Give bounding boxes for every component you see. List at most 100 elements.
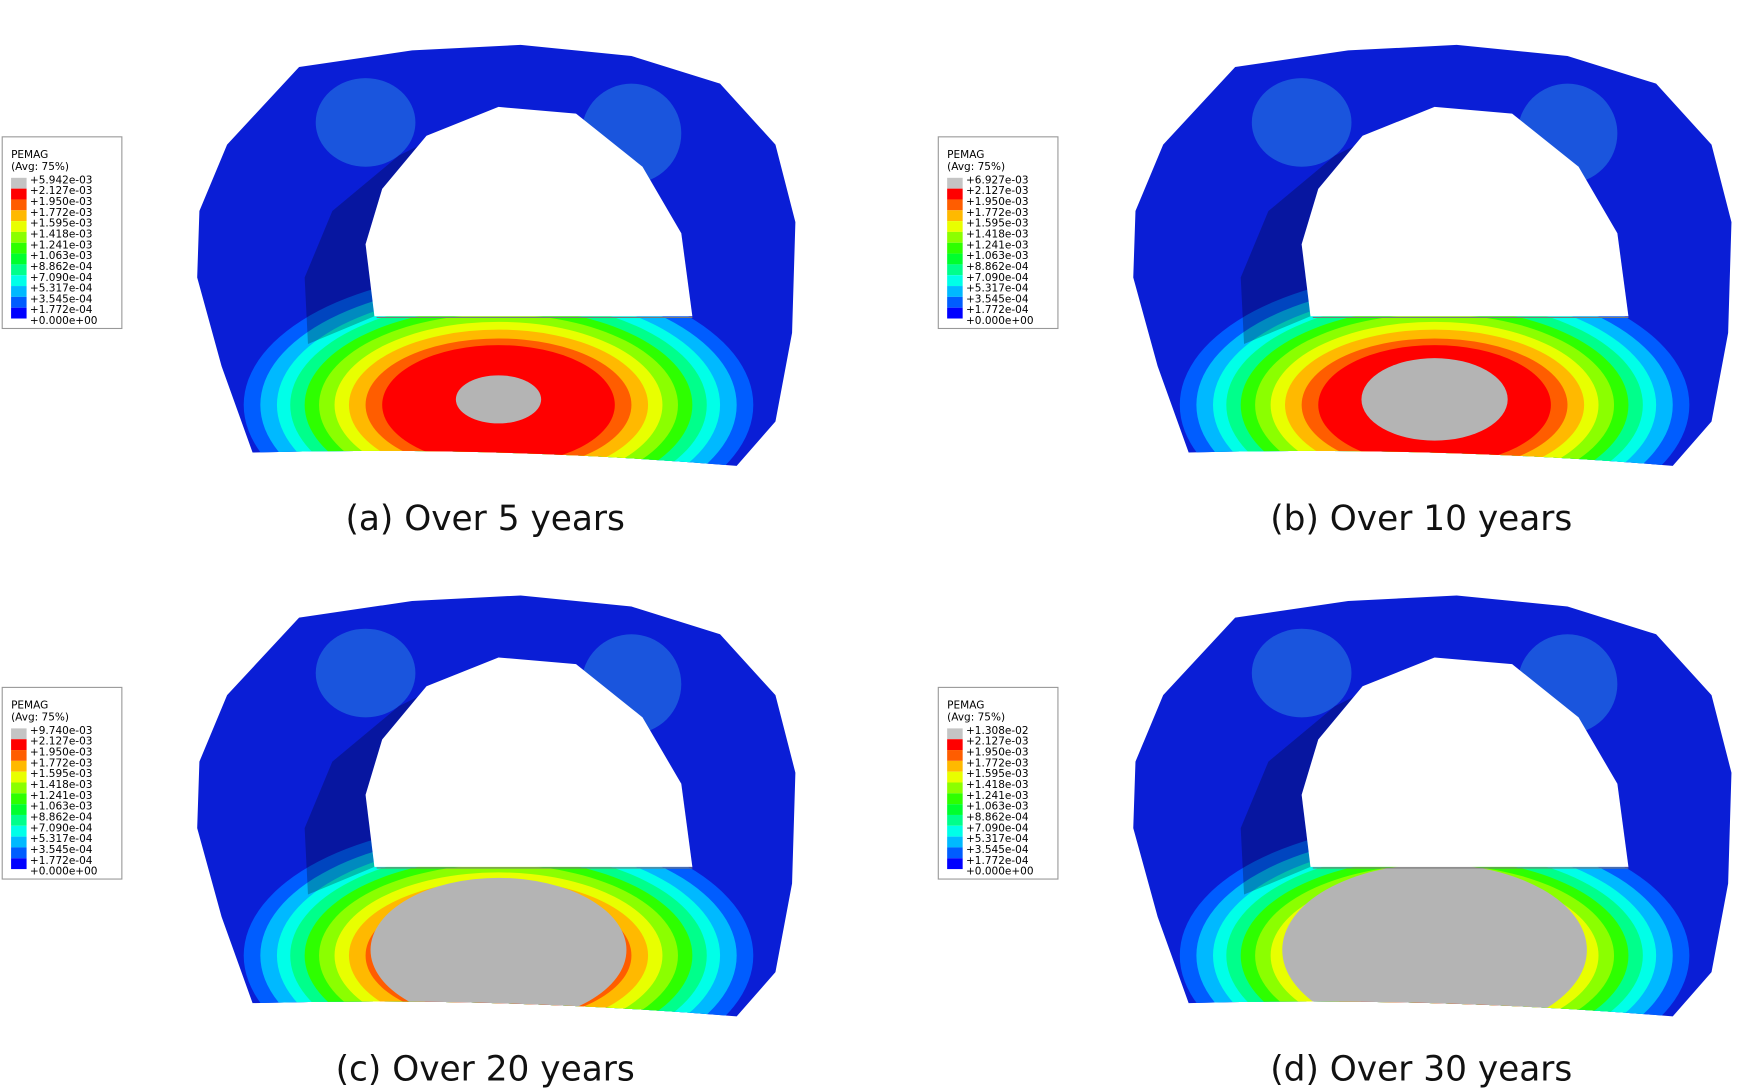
tunnel-wall bbox=[1240, 106, 1435, 344]
legend-label: +0.000e+00 bbox=[30, 866, 98, 878]
tunnel-wall bbox=[1240, 657, 1435, 895]
legend-swatch bbox=[11, 858, 27, 870]
plastic-zone bbox=[1361, 358, 1508, 441]
model bbox=[197, 44, 796, 466]
legend-swatch bbox=[11, 296, 27, 308]
legend-swatch bbox=[11, 177, 27, 189]
legend-swatch bbox=[11, 242, 27, 254]
legend-label: +6.927e-03 bbox=[966, 174, 1029, 186]
tunnel-wall bbox=[304, 106, 499, 344]
legend-subtitle: (Avg: 75%) bbox=[11, 161, 69, 173]
legend-swatch bbox=[947, 253, 963, 265]
legend-label: +2.127e-03 bbox=[966, 185, 1029, 197]
legend-swatch bbox=[11, 814, 27, 826]
legend-label: +1.418e-03 bbox=[30, 228, 93, 240]
legend-subtitle: (Avg: 75%) bbox=[947, 161, 1005, 173]
legend-label: +1.772e-04 bbox=[966, 855, 1029, 867]
legend-swatch bbox=[947, 275, 963, 287]
legend-label: +2.127e-03 bbox=[30, 736, 93, 748]
panel: PEMAG(Avg: 75%)+9.740e-03+2.127e-03+1.95… bbox=[1, 595, 796, 1089]
patch bbox=[315, 78, 416, 167]
legend-label: +7.090e-04 bbox=[966, 272, 1029, 284]
legend-swatch bbox=[947, 771, 963, 783]
legend-swatch bbox=[947, 793, 963, 805]
legend-label: +1.241e-03 bbox=[30, 790, 93, 802]
legend-label: +1.772e-04 bbox=[966, 304, 1029, 316]
legend-label: +1.950e-03 bbox=[30, 196, 93, 208]
model bbox=[197, 595, 796, 1017]
legend-label: +1.595e-03 bbox=[30, 218, 93, 230]
legend-label: +1.772e-04 bbox=[30, 304, 93, 316]
legend-label: +1.595e-03 bbox=[966, 768, 1029, 780]
patch bbox=[1251, 78, 1352, 167]
legend-label: +1.308e-02 bbox=[966, 725, 1029, 737]
legend-subtitle: (Avg: 75%) bbox=[947, 712, 1005, 724]
panel: PEMAG(Avg: 75%)+1.308e-02+2.127e-03+1.95… bbox=[937, 595, 1732, 1089]
legend-swatch bbox=[947, 858, 963, 870]
legend-label: +1.772e-03 bbox=[966, 207, 1029, 219]
legend-label: +2.127e-03 bbox=[966, 736, 1029, 748]
patch bbox=[315, 628, 416, 718]
legend-label: +1.241e-03 bbox=[966, 239, 1029, 251]
legend-label: +8.862e-04 bbox=[30, 261, 93, 273]
legend-swatch bbox=[947, 825, 963, 837]
panel: PEMAG(Avg: 75%)+5.942e-03+2.127e-03+1.95… bbox=[1, 44, 796, 539]
legend-title: PEMAG bbox=[947, 149, 984, 161]
legend-label: +5.317e-04 bbox=[30, 283, 93, 295]
legend-label: +0.000e+00 bbox=[30, 315, 98, 327]
legend-label: +2.127e-03 bbox=[30, 185, 93, 197]
legend-label: +8.862e-04 bbox=[966, 261, 1029, 273]
legend-label: +0.000e+00 bbox=[966, 315, 1034, 327]
legend-swatch bbox=[11, 188, 27, 200]
legend-swatch bbox=[11, 264, 27, 276]
panel: PEMAG(Avg: 75%)+6.927e-03+2.127e-03+1.95… bbox=[937, 44, 1732, 539]
legend-label: +3.545e-04 bbox=[966, 844, 1029, 856]
legend-swatch bbox=[11, 760, 27, 772]
legend-label: +1.772e-03 bbox=[30, 207, 93, 219]
legend-swatch bbox=[11, 836, 27, 848]
caption: (c) Over 20 years bbox=[336, 1050, 635, 1089]
legend-swatch bbox=[11, 782, 27, 794]
plastic-zone bbox=[370, 877, 627, 1017]
legend-label: +1.241e-03 bbox=[966, 790, 1029, 802]
legend-swatch bbox=[947, 728, 963, 740]
legend-swatch bbox=[11, 750, 27, 761]
legend-label: +8.862e-04 bbox=[30, 812, 93, 824]
legend-label: +1.595e-03 bbox=[30, 768, 93, 780]
caption: (a) Over 5 years bbox=[345, 499, 624, 539]
tunnel-wall bbox=[304, 657, 499, 895]
contours bbox=[243, 628, 754, 1017]
legend-label: +7.090e-04 bbox=[30, 272, 93, 284]
legend-swatch bbox=[11, 221, 27, 232]
legend-label: +5.317e-04 bbox=[30, 833, 93, 845]
opening bbox=[365, 657, 693, 867]
legend-swatch bbox=[947, 739, 963, 751]
legend-swatch bbox=[11, 253, 27, 265]
legend-label: +1.595e-03 bbox=[966, 218, 1029, 230]
legend-swatch bbox=[947, 760, 963, 772]
legend-swatch bbox=[11, 286, 27, 297]
patch bbox=[1251, 628, 1352, 718]
legend-swatch bbox=[11, 307, 27, 319]
legend-label: +3.545e-04 bbox=[966, 293, 1029, 305]
legend-label: +1.772e-03 bbox=[966, 757, 1029, 769]
legend-swatch bbox=[947, 804, 963, 815]
legend-label: +1.063e-03 bbox=[966, 801, 1029, 813]
legend-label: +1.950e-03 bbox=[966, 196, 1029, 208]
legend-label: +5.317e-04 bbox=[966, 283, 1029, 295]
legend-swatch bbox=[11, 825, 27, 837]
legend-swatch bbox=[11, 793, 27, 805]
legend-swatch bbox=[947, 231, 963, 243]
legend-swatch bbox=[947, 221, 963, 232]
legend-title: PEMAG bbox=[947, 699, 984, 711]
plastic-zone bbox=[1282, 864, 1587, 1017]
legend-swatch bbox=[947, 750, 963, 761]
legend-swatch bbox=[11, 231, 27, 243]
opening bbox=[365, 106, 693, 317]
legend-label: +0.000e+00 bbox=[966, 866, 1034, 878]
legend-title: PEMAG bbox=[11, 149, 48, 161]
legend-swatch bbox=[947, 836, 963, 848]
legend-swatch bbox=[947, 177, 963, 189]
legend-label: +8.862e-04 bbox=[966, 812, 1029, 824]
legend-label: +1.950e-03 bbox=[30, 747, 93, 759]
